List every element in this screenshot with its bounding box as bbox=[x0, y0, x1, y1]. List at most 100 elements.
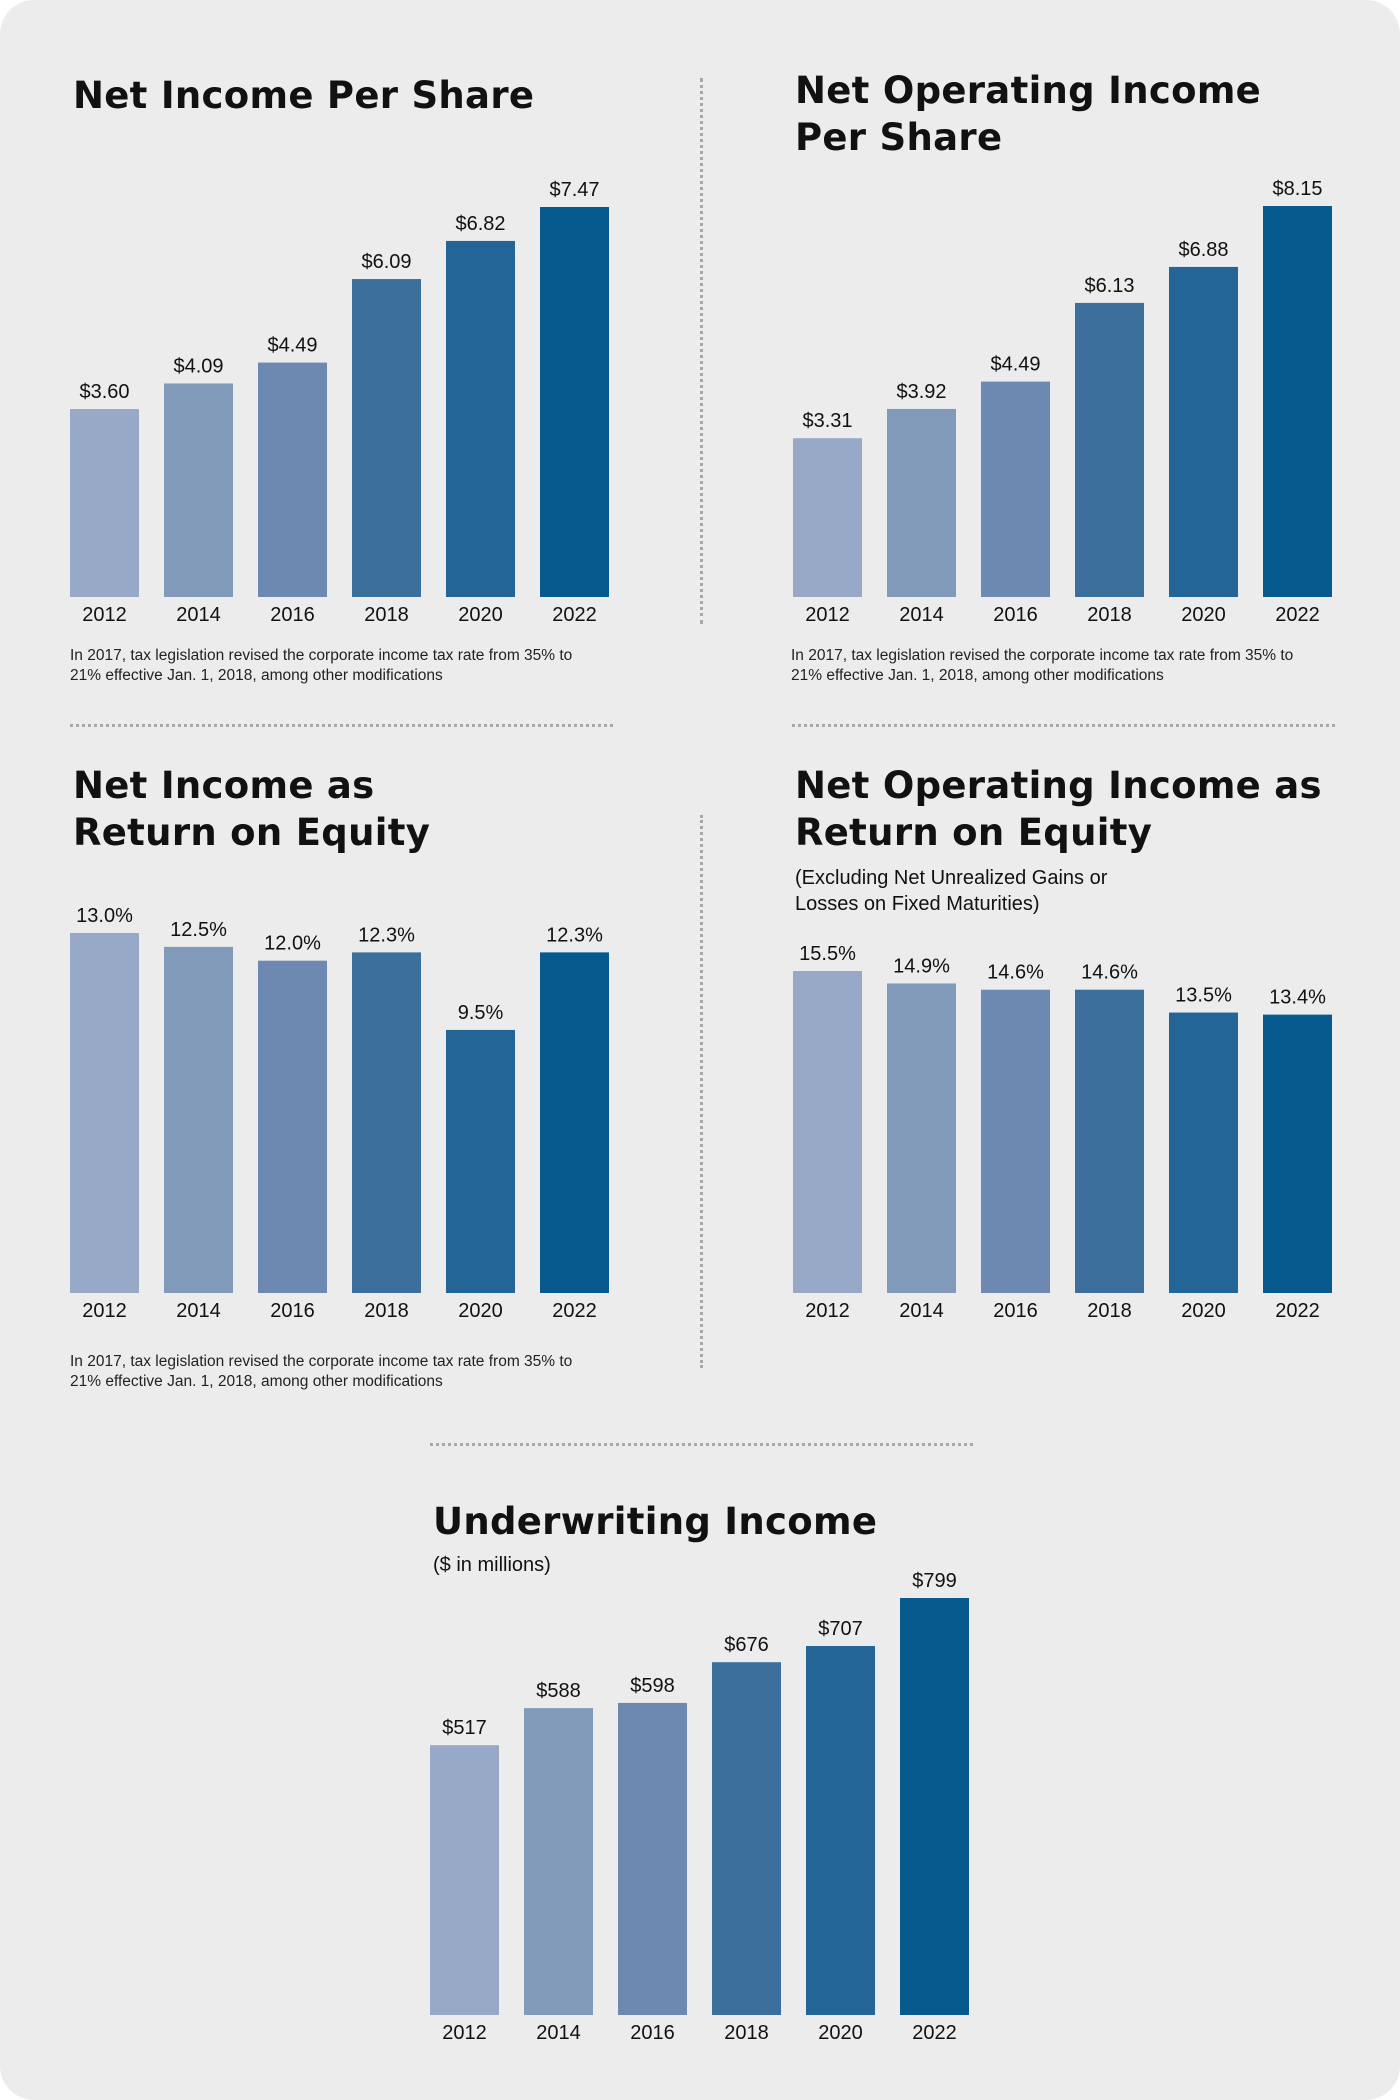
x-tick-label-2014: 2014 bbox=[899, 604, 944, 626]
horizontal-divider-right bbox=[792, 724, 1335, 727]
bar-2016 bbox=[258, 362, 327, 597]
bar-2014 bbox=[524, 1708, 593, 2015]
bar-2018 bbox=[352, 952, 421, 1293]
x-tick-label-2012: 2012 bbox=[82, 1300, 127, 1322]
bar-2018 bbox=[352, 279, 421, 597]
x-tick-label-2012: 2012 bbox=[442, 2022, 487, 2044]
x-tick-label-2014: 2014 bbox=[176, 1300, 221, 1322]
value-label-2016: 14.6% bbox=[987, 962, 1044, 984]
value-label-2022: $7.47 bbox=[549, 179, 599, 201]
value-label-2012: 15.5% bbox=[799, 943, 856, 965]
x-tick-label-2018: 2018 bbox=[724, 2022, 769, 2044]
bar-2020 bbox=[446, 240, 515, 598]
x-tick-label-2020: 2020 bbox=[1181, 1300, 1226, 1322]
value-label-2016: $4.49 bbox=[267, 335, 317, 357]
x-tick-label-2014: 2014 bbox=[176, 604, 221, 626]
value-label-2020: $6.88 bbox=[1178, 239, 1228, 261]
bar-2012 bbox=[430, 1745, 499, 2015]
chart-subtitle: ($ in millions) bbox=[433, 1554, 551, 1576]
bar-2020 bbox=[446, 1029, 515, 1293]
bar-2020 bbox=[1169, 1012, 1238, 1293]
bar-2016 bbox=[981, 381, 1050, 597]
bar-chart-svg: $517 2012 $588 2014 $598 2016 $676 2018 $707 2020… bbox=[430, 1570, 969, 2044]
chart-title: Underwriting Income bbox=[433, 1500, 878, 1543]
bar-2016 bbox=[258, 960, 327, 1293]
horizontal-divider-bottom bbox=[430, 1443, 973, 1446]
x-tick-label-2018: 2018 bbox=[1087, 1300, 1132, 1322]
chart-net-operating-income-roe: Net Operating Income as Return on Equity… bbox=[793, 762, 1363, 1402]
chart-subtitle: (Excluding Net Unrealized Gains or Losse… bbox=[795, 867, 1108, 915]
value-label-2020: $6.82 bbox=[455, 213, 505, 235]
chart-title: Net Income as Return on Equity bbox=[73, 764, 431, 854]
bar-2022 bbox=[540, 207, 609, 597]
chart-title: Net Operating Income Per Share bbox=[795, 69, 1262, 159]
chart-net-income-per-share: Net Income Per Share $3.60 2012 $4.09 2014 $… bbox=[70, 70, 640, 690]
value-label-2014: 12.5% bbox=[170, 919, 227, 941]
x-tick-label-2014: 2014 bbox=[536, 2022, 581, 2044]
bar-2020 bbox=[1169, 266, 1238, 597]
bar-2012 bbox=[793, 438, 862, 597]
value-label-2022: 12.3% bbox=[546, 924, 603, 946]
value-label-2014: 14.9% bbox=[893, 955, 950, 977]
value-label-2018: $6.09 bbox=[361, 251, 411, 273]
value-label-2018: $676 bbox=[724, 1634, 769, 1656]
x-tick-label-2020: 2020 bbox=[458, 1300, 503, 1322]
value-label-2014: $3.92 bbox=[896, 381, 946, 403]
x-tick-label-2016: 2016 bbox=[630, 2022, 675, 2044]
value-label-2016: 12.0% bbox=[264, 933, 321, 955]
value-label-2012: $3.60 bbox=[79, 381, 129, 403]
value-label-2012: $517 bbox=[442, 1717, 487, 1739]
x-tick-label-2012: 2012 bbox=[82, 604, 127, 626]
bar-2022 bbox=[1263, 1014, 1332, 1293]
x-tick-label-2018: 2018 bbox=[364, 604, 409, 626]
bar-2022 bbox=[1263, 206, 1332, 597]
bar-chart-svg: 15.5% 2012 14.9% 2014 14.6% 2016 14.6% 2018 13.5… bbox=[793, 943, 1332, 1322]
x-tick-label-2016: 2016 bbox=[270, 1300, 315, 1322]
bar-2018 bbox=[1075, 302, 1144, 597]
bar-chart-svg: $3.60 2012 $4.09 2014 $4.49 2016 $6.09 2018 $6.8… bbox=[70, 179, 609, 626]
bar-2014 bbox=[164, 946, 233, 1293]
x-tick-label-2020: 2020 bbox=[1181, 604, 1226, 626]
chart-title: Net Operating Income as Return on Equity bbox=[795, 764, 1322, 854]
horizontal-divider-left bbox=[70, 724, 613, 727]
value-label-2018: $6.13 bbox=[1084, 275, 1134, 297]
bar-2014 bbox=[887, 983, 956, 1293]
value-label-2020: 13.5% bbox=[1175, 985, 1232, 1007]
value-label-2012: $3.31 bbox=[802, 410, 852, 432]
x-tick-label-2014: 2014 bbox=[899, 1300, 944, 1322]
value-label-2014: $4.09 bbox=[173, 355, 223, 377]
value-label-2020: 9.5% bbox=[458, 1002, 504, 1024]
value-label-2012: 13.0% bbox=[76, 905, 133, 927]
x-tick-label-2016: 2016 bbox=[993, 604, 1038, 626]
x-tick-label-2012: 2012 bbox=[805, 1300, 850, 1322]
x-tick-label-2018: 2018 bbox=[1087, 604, 1132, 626]
value-label-2014: $588 bbox=[536, 1680, 581, 1702]
x-tick-label-2012: 2012 bbox=[805, 604, 850, 626]
value-label-2018: 14.6% bbox=[1081, 962, 1138, 984]
chart-underwriting-income: Underwriting Income ($ in millions) $517… bbox=[430, 1498, 1000, 2058]
vertical-divider-top bbox=[700, 78, 703, 624]
chart-net-operating-income-per-share: Net Operating Income Per Share $3.31 2012… bbox=[791, 69, 1363, 690]
bar-2014 bbox=[164, 383, 233, 597]
x-tick-label-2022: 2022 bbox=[552, 1300, 597, 1322]
bar-2012 bbox=[793, 971, 862, 1293]
value-label-2020: $707 bbox=[818, 1618, 863, 1640]
bar-2018 bbox=[712, 1662, 781, 2015]
x-tick-label-2022: 2022 bbox=[1275, 604, 1320, 626]
bar-2018 bbox=[1075, 989, 1144, 1293]
bar-2022 bbox=[540, 952, 609, 1293]
value-label-2018: 12.3% bbox=[358, 924, 415, 946]
x-tick-label-2022: 2022 bbox=[552, 604, 597, 626]
x-tick-label-2022: 2022 bbox=[912, 2022, 957, 2044]
chart-note: In 2017, tax legislation revised the cor… bbox=[70, 1353, 573, 1390]
bar-2012 bbox=[70, 933, 139, 1293]
value-label-2022: 13.4% bbox=[1269, 987, 1326, 1009]
chart-note: In 2017, tax legislation revised the cor… bbox=[791, 647, 1294, 684]
chart-title: Net Income Per Share bbox=[73, 74, 535, 117]
chart-net-income-roe: Net Income as Return on Equity 13.0% 2012… bbox=[70, 762, 640, 1402]
bar-2012 bbox=[70, 409, 139, 597]
value-label-2016: $598 bbox=[630, 1675, 675, 1697]
x-tick-label-2016: 2016 bbox=[993, 1300, 1038, 1322]
bar-2020 bbox=[806, 1646, 875, 2015]
chart-note: In 2017, tax legislation revised the cor… bbox=[70, 647, 573, 684]
